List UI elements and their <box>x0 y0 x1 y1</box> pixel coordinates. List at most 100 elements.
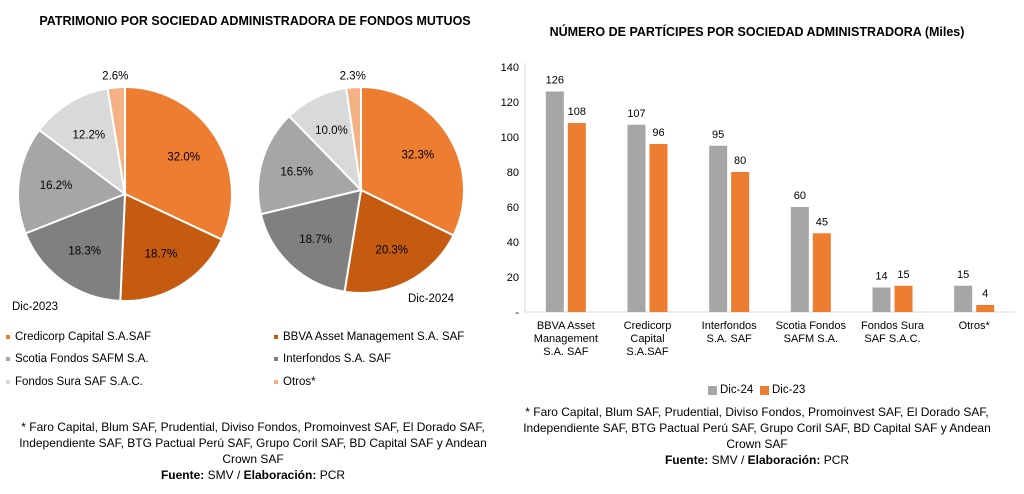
bar-value-label: 107 <box>627 108 645 120</box>
bar <box>790 207 809 312</box>
pie-slice-label: 12.2% <box>73 130 106 142</box>
pie-slice-label: 16.5% <box>280 166 313 178</box>
pie-slice-label: 32.3% <box>402 150 435 162</box>
pie-slice <box>17 128 128 235</box>
bar-value-label: 95 <box>712 129 724 141</box>
x-category-label: S.A. SAF <box>543 346 589 358</box>
y-tick-label: - <box>515 307 519 319</box>
pie-label-dic-2023: Dic-2023 <box>12 301 59 313</box>
pie-slice-label: 18.7% <box>299 234 332 246</box>
pie-slice <box>259 188 363 293</box>
source-value: SMV / <box>207 468 241 482</box>
pie-slice <box>345 85 362 191</box>
bar-value-label: 15 <box>957 269 969 281</box>
legend-label: Otros* <box>283 376 316 388</box>
bar <box>812 233 831 312</box>
bar-legend-item-dic-24: Dic-24 <box>708 384 753 396</box>
x-category-label: Credicorp <box>624 320 672 332</box>
y-tick-label: 100 <box>501 132 519 144</box>
bar <box>709 145 728 312</box>
pie-slice <box>124 85 233 241</box>
pie-section-title: PATRIMONIO POR SOCIEDAD ADMINISTRADORA D… <box>39 14 471 28</box>
pie-slice <box>257 114 363 216</box>
source-value: SMV / <box>711 453 745 467</box>
pie-source-line: Fuente: SMV / Elaboración: PCR <box>10 467 496 483</box>
pie-label-dic-2024: Dic-2024 <box>408 293 455 305</box>
legend-swatch <box>708 385 717 395</box>
pie-slice-label: 20.3% <box>375 244 408 256</box>
pie-chart-2024: 32.3% 20.3% 18.7% 16.5% 10.0% 2.3% <box>257 70 465 294</box>
pie-slice <box>37 87 127 197</box>
elaboration-label: Elaboración: <box>243 468 317 482</box>
legend-label: Dic-24 <box>720 384 754 396</box>
bar-chart: 140 120 100 80 60 40 20 - 126 108 BBVA AssetManage… <box>501 62 1015 358</box>
bar <box>976 305 995 312</box>
elaboration-value: PCR <box>319 468 346 482</box>
bar-value-label: 15 <box>897 269 909 281</box>
bar-section-title: NÚMERO DE PARTÍCIPES POR SOCIEDAD ADMINI… <box>549 25 965 39</box>
bar-source-line: Fuente: SMV / Elaboración: PCR <box>505 452 1009 468</box>
x-category-label: SAFM S.A. <box>784 333 838 345</box>
bar-value-label: 80 <box>734 155 746 167</box>
elaboration-value: PCR <box>823 453 850 467</box>
pie-footnote-text: * Faro Capital, Blum SAF, Prudential, Di… <box>19 420 487 466</box>
x-category-label: BBVA Asset <box>537 320 595 332</box>
bar <box>649 144 668 312</box>
legend-swatch <box>6 380 10 384</box>
x-category-label: Otros* <box>959 320 991 332</box>
legend-label: Scotia Fondos SAFM S.A. <box>15 353 149 365</box>
legend-label: Dic-23 <box>772 384 806 396</box>
legend-label: Fondos Sura SAF S.A.C. <box>15 376 143 388</box>
bar <box>894 285 913 312</box>
legend-item-sura: Fondos Sura SAF S.A.C. <box>6 376 143 388</box>
legend-label: Credicorp Capital S.A.SAF <box>15 331 152 343</box>
bar-value-label: 4 <box>982 288 988 300</box>
bar-value-label: 96 <box>652 127 664 139</box>
legend-item-credicorp: Credicorp Capital S.A.SAF <box>6 331 151 343</box>
bar-value-label: 45 <box>816 216 828 228</box>
pie-slice-label: 10.0% <box>315 125 348 137</box>
y-tick-label: 40 <box>507 237 519 249</box>
bar-value-label: 108 <box>568 106 586 118</box>
pie-slice-label: 18.7% <box>145 249 178 261</box>
pie-slice-label: 18.3% <box>68 246 101 258</box>
legend-label: BBVA Asset Management S.A. SAF <box>283 331 465 343</box>
legend-swatch <box>6 357 10 361</box>
pie-slice-label: 2.6% <box>102 70 128 82</box>
bar <box>872 287 891 312</box>
bar <box>627 124 646 312</box>
bar-footnote-text: * Faro Capital, Blum SAF, Prudential, Di… <box>523 405 991 451</box>
y-tick-label: 140 <box>501 62 519 74</box>
pie-slice-label: 2.3% <box>340 70 366 82</box>
legend-swatch <box>274 335 278 339</box>
x-category-label: Fondos Sura <box>861 320 925 332</box>
pie-chart-2023: 32.0% 18.7% 18.3% 16.2% 12.2% 2.6% <box>17 70 233 302</box>
bar <box>954 285 973 312</box>
x-category-label: SAF S.A.C. <box>864 333 920 345</box>
y-tick-label: 120 <box>501 97 519 109</box>
legend-label: Interfondos S.A. SAF <box>283 353 392 365</box>
legend-swatch <box>760 385 769 395</box>
elaboration-label: Elaboración: <box>747 453 821 467</box>
y-tick-label: 80 <box>507 167 519 179</box>
legend-item-scotia: Scotia Fondos SAFM S.A. <box>6 353 149 365</box>
legend-item-bbva: BBVA Asset Management S.A. SAF <box>274 331 464 343</box>
bar <box>567 123 586 312</box>
bar-legend-item-dic-23: Dic-23 <box>760 384 805 396</box>
legend-item-interfondos: Interfondos S.A. SAF <box>274 353 391 365</box>
y-tick-label: 20 <box>507 272 519 284</box>
bar-value-label: 14 <box>875 271 887 283</box>
legend-swatch <box>6 335 10 339</box>
y-tick-label: 60 <box>507 202 519 214</box>
x-category-label: S.A.SAF <box>626 346 668 358</box>
pie-slice-label: 32.0% <box>167 152 200 164</box>
pie-slice-label: 16.2% <box>40 180 73 192</box>
pie-slice <box>106 85 126 195</box>
legend-swatch <box>274 357 278 361</box>
x-category-label: Capital <box>630 333 664 345</box>
bar <box>731 172 750 312</box>
bar-value-label: 60 <box>794 190 806 202</box>
legend-item-otros: Otros* <box>274 376 316 388</box>
pie-slice <box>360 85 465 237</box>
pie-slice <box>24 192 127 302</box>
